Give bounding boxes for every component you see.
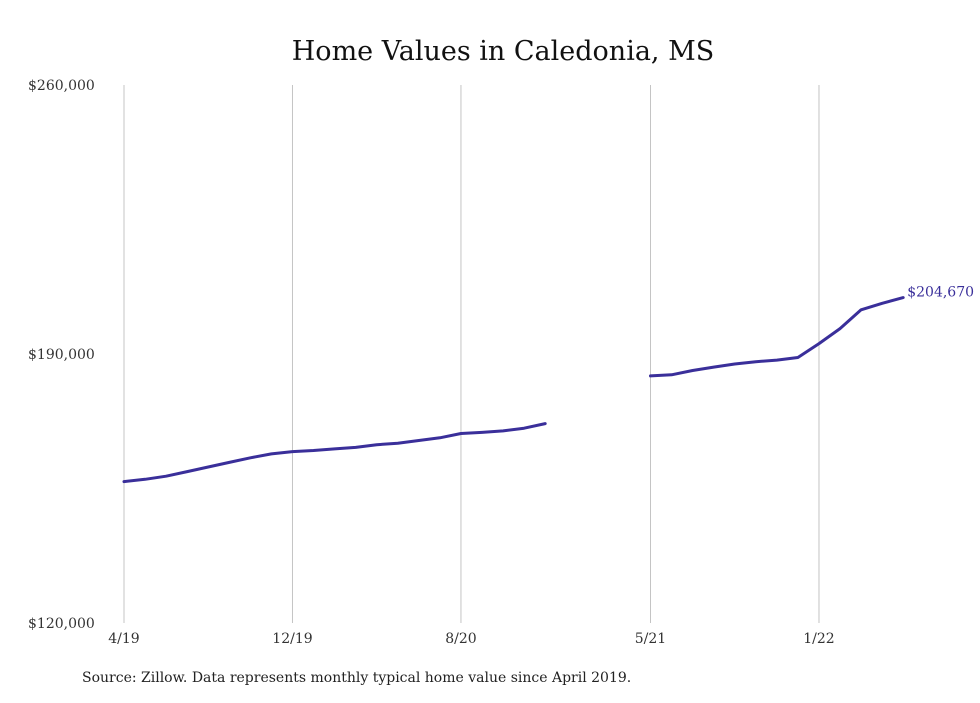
y-axis-ticks: $120,000 $190,000 $260,000 — [28, 78, 95, 632]
y-tick-label: $190,000 — [28, 347, 95, 363]
x-axis-ticks: 4/19 12/19 8/20 5/21 1/22 — [108, 631, 834, 647]
x-tick-label: 5/21 — [635, 631, 666, 647]
series-line — [122, 422, 547, 484]
chart-title: Home Values in Caledonia, MS — [292, 36, 714, 67]
end-value-label: $204,670 — [907, 285, 974, 301]
x-tick-label: 4/19 — [108, 631, 139, 647]
series-line — [649, 296, 905, 378]
x-tick-label: 8/20 — [445, 631, 476, 647]
x-tick-label: 12/19 — [272, 631, 312, 647]
y-tick-label: $260,000 — [28, 78, 95, 94]
series-layer: $204,670 — [122, 285, 974, 484]
grid-lines — [123, 85, 820, 623]
x-tick-label: 1/22 — [803, 631, 834, 647]
y-tick-label: $120,000 — [28, 616, 95, 632]
source-note: Source: Zillow. Data represents monthly … — [82, 670, 631, 686]
